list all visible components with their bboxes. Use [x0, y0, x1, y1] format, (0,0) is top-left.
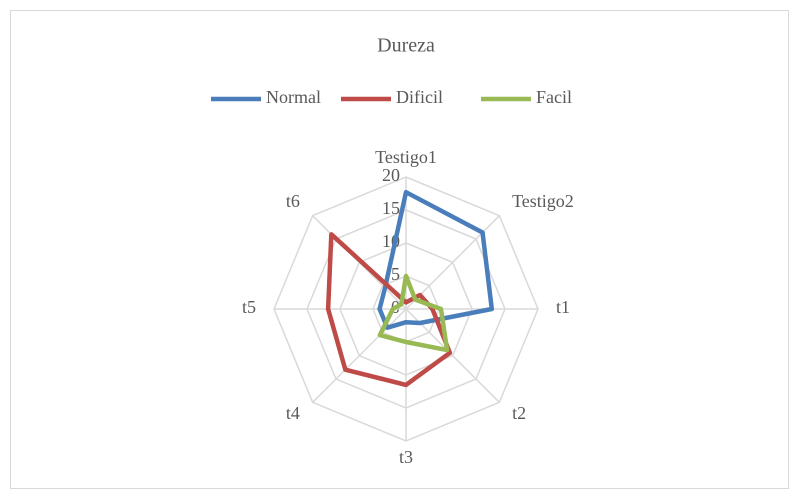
category-label: t2 [512, 403, 526, 423]
series-line [377, 189, 495, 330]
category-label: t5 [242, 297, 256, 317]
chart-title: Dureza [377, 35, 435, 57]
category-label: t6 [286, 191, 300, 211]
r-tick-label: 20 [382, 165, 400, 185]
category-label: Testigo1 [375, 147, 437, 167]
chart-border [10, 10, 789, 489]
r-tick-label: 5 [391, 264, 400, 284]
legend-label: Normal [266, 87, 321, 107]
series-line [325, 232, 453, 388]
r-tick-label: 15 [382, 198, 400, 218]
legend-label: Dificil [396, 87, 443, 107]
category-label: t3 [399, 447, 413, 467]
series-line [377, 273, 450, 353]
category-label: Testigo2 [512, 191, 574, 211]
category-label: t1 [556, 297, 570, 317]
category-label: t4 [286, 403, 300, 423]
legend-label: Facil [536, 87, 572, 107]
